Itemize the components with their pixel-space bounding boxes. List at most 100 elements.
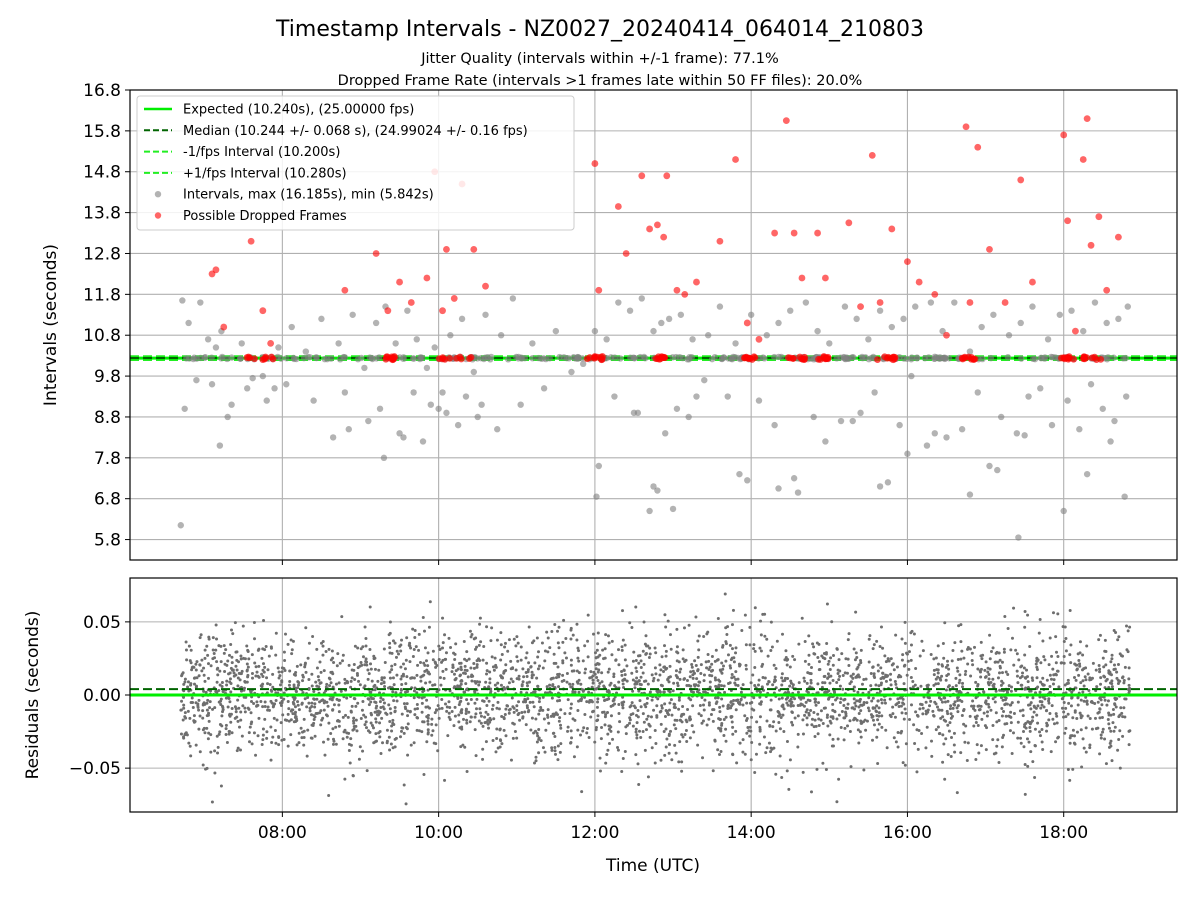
residual-point (918, 654, 922, 658)
residual-point (235, 715, 239, 719)
interval-point (871, 389, 878, 396)
residual-point (723, 690, 727, 694)
residual-point (490, 707, 494, 711)
residual-point (1071, 716, 1075, 720)
residual-point (393, 745, 397, 749)
residual-point (1006, 627, 1010, 631)
residual-point (1054, 673, 1058, 677)
residual-point (972, 704, 976, 708)
residual-point (187, 644, 191, 648)
residual-point (941, 760, 945, 764)
residual-point (475, 697, 479, 701)
residual-point (1093, 716, 1097, 720)
residual-point (277, 676, 281, 680)
residual-point (643, 703, 647, 707)
residual-point (677, 760, 681, 764)
residual-point (271, 685, 275, 689)
residual-point (474, 754, 478, 758)
residual-point (1106, 699, 1110, 703)
residual-point (769, 708, 773, 712)
residual-point (559, 742, 563, 746)
residual-point (1027, 740, 1031, 744)
residual-point (297, 681, 301, 685)
residual-point (621, 706, 625, 710)
residual-point (493, 683, 497, 687)
residual-point (583, 667, 587, 671)
residual-point (769, 649, 773, 653)
residual-point (1030, 676, 1034, 680)
residual-point (648, 735, 652, 739)
residual-point (1099, 676, 1103, 680)
residual-point (621, 638, 625, 642)
residual-point (1108, 741, 1112, 745)
residual-point (253, 637, 257, 641)
residual-point (217, 732, 221, 736)
residual-point (193, 682, 197, 686)
interval-point (431, 344, 438, 351)
residual-point (1021, 708, 1025, 712)
residual-point (883, 654, 887, 658)
residual-point (416, 663, 420, 667)
residual-point (419, 679, 423, 683)
residual-point (539, 706, 543, 710)
residual-point (963, 673, 967, 677)
residual-point (936, 705, 940, 709)
residual-point (905, 673, 909, 677)
residual-point (197, 698, 201, 702)
residual-point (1123, 665, 1127, 669)
residual-point (315, 666, 319, 670)
residual-point (653, 666, 657, 670)
residual-point (746, 726, 750, 730)
residual-point (247, 731, 251, 735)
interval-point (853, 315, 860, 323)
residual-point (902, 717, 906, 721)
residual-point (995, 720, 999, 724)
residual-point (757, 678, 761, 682)
residual-point (1091, 661, 1095, 665)
residual-point (473, 647, 477, 651)
interval-point (994, 466, 1001, 474)
interval-point (419, 438, 427, 445)
residual-point (962, 731, 966, 735)
residual-point (900, 658, 904, 662)
interval-point (570, 354, 577, 361)
interval-point (193, 355, 200, 362)
residual-point (394, 655, 398, 659)
residual-point (1072, 734, 1076, 738)
residual-point (1081, 690, 1085, 694)
interval-point (763, 332, 770, 339)
residual-point (406, 714, 410, 718)
residual-point (646, 682, 650, 686)
residual-point (461, 743, 465, 747)
residual-point (1075, 668, 1079, 672)
residual-point (973, 708, 977, 712)
residual-point (388, 646, 392, 650)
dropped-frame-point (845, 219, 853, 227)
residual-point (366, 668, 370, 672)
residual-point (593, 740, 597, 744)
residual-point (316, 675, 320, 679)
residual-point (1083, 675, 1087, 679)
residual-point (412, 741, 416, 745)
residual-point (595, 648, 599, 652)
interval-point (1124, 303, 1131, 310)
residual-point (862, 700, 866, 704)
residual-point (877, 706, 881, 710)
residual-point (228, 714, 232, 718)
residual-point (611, 703, 615, 707)
residual-point (695, 690, 699, 694)
residual-point (179, 732, 183, 736)
residual-point (365, 769, 369, 773)
residual-point (364, 636, 368, 640)
residual-point (854, 675, 858, 679)
residual-point (339, 689, 343, 693)
interval-point (470, 368, 477, 376)
residual-point (946, 712, 950, 716)
interval-point (837, 417, 845, 425)
residual-point (759, 649, 763, 653)
residual-point (804, 710, 808, 714)
dropped-frame-point (372, 250, 380, 257)
residual-point (579, 733, 583, 737)
residual-point (453, 705, 457, 709)
residual-point (527, 661, 531, 665)
